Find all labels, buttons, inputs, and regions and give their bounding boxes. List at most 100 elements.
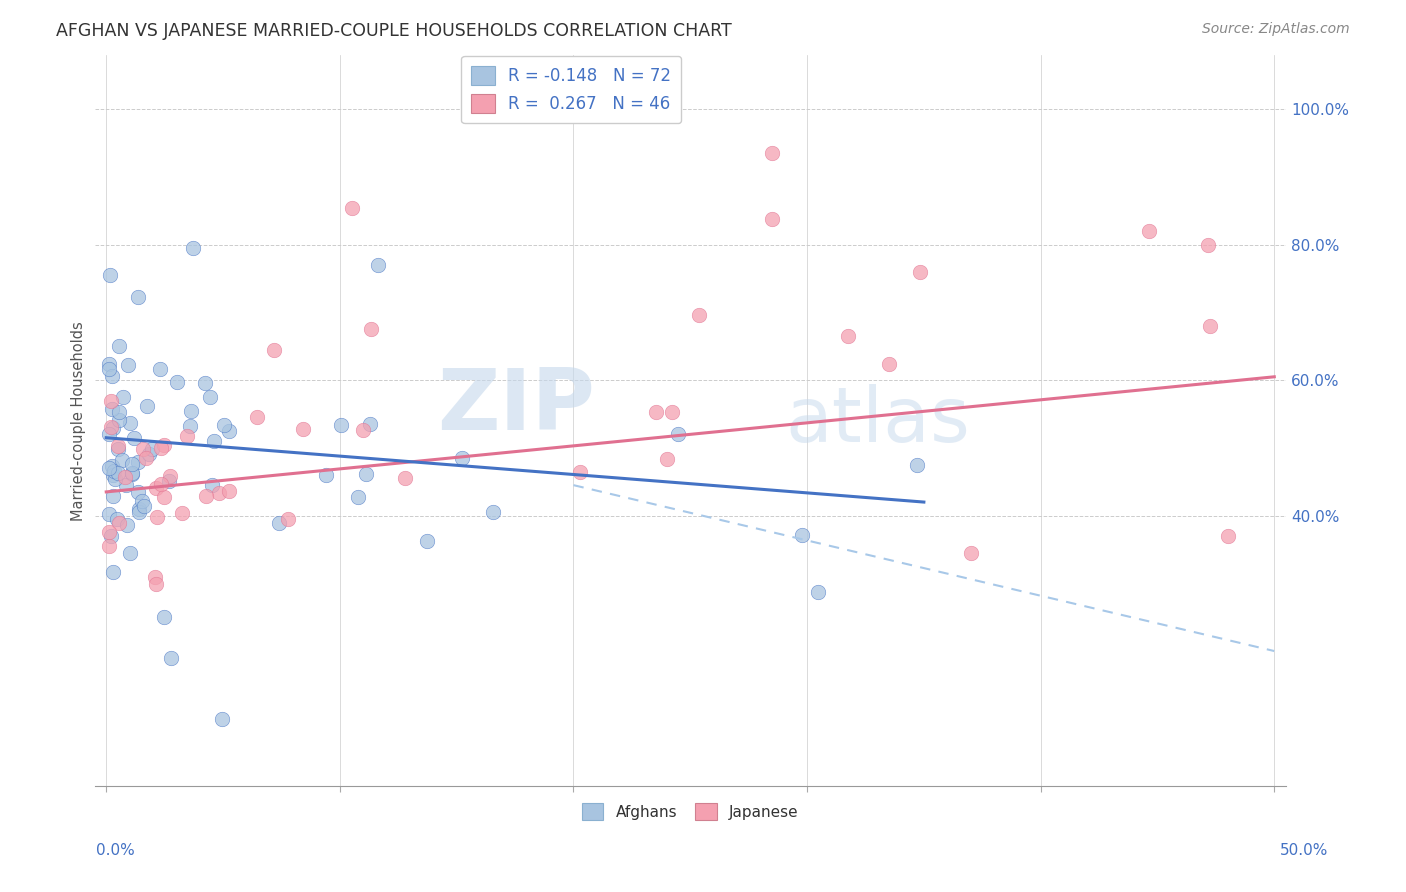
Text: Source: ZipAtlas.com: Source: ZipAtlas.com xyxy=(1202,22,1350,37)
Point xyxy=(127,485,149,500)
Point xyxy=(97,357,120,371)
Point xyxy=(97,524,120,539)
Point xyxy=(329,418,352,433)
Point xyxy=(208,485,231,500)
Point xyxy=(115,478,138,492)
Point xyxy=(100,394,122,409)
Point xyxy=(153,438,176,452)
Point xyxy=(877,357,900,371)
Text: atlas: atlas xyxy=(786,384,970,458)
Point xyxy=(121,467,143,481)
Point xyxy=(661,405,683,419)
Point xyxy=(114,470,136,484)
Point xyxy=(111,390,134,404)
Point xyxy=(761,212,783,227)
Point xyxy=(121,466,143,480)
Point xyxy=(200,390,222,404)
Point xyxy=(172,507,194,521)
Point xyxy=(211,712,233,726)
Point xyxy=(202,434,225,448)
Point xyxy=(569,465,592,479)
Point xyxy=(790,528,813,542)
Point xyxy=(645,405,668,419)
Point xyxy=(218,484,240,499)
Point xyxy=(135,399,157,413)
Point xyxy=(101,369,124,384)
Text: AFGHAN VS JAPANESE MARRIED-COUPLE HOUSEHOLDS CORRELATION CHART: AFGHAN VS JAPANESE MARRIED-COUPLE HOUSEH… xyxy=(56,22,733,40)
Point xyxy=(103,565,125,579)
Point xyxy=(103,464,125,478)
Point xyxy=(267,516,290,531)
Point xyxy=(120,417,142,431)
Point xyxy=(315,467,337,482)
Point xyxy=(150,442,173,456)
Point xyxy=(959,546,981,560)
Point xyxy=(101,420,124,434)
Point xyxy=(97,427,120,442)
Point xyxy=(127,455,149,469)
Point xyxy=(108,516,131,530)
Point xyxy=(107,439,129,453)
Point xyxy=(195,489,218,503)
Point xyxy=(134,500,156,514)
Point xyxy=(214,417,236,432)
Point xyxy=(138,447,160,461)
Point xyxy=(180,404,202,418)
Point xyxy=(153,610,176,624)
Point xyxy=(347,490,370,504)
Y-axis label: Married-couple Households: Married-couple Households xyxy=(72,321,86,521)
Point xyxy=(201,478,224,492)
Point xyxy=(132,442,155,457)
Point xyxy=(122,431,145,445)
Point xyxy=(1137,224,1160,238)
Point xyxy=(910,265,932,279)
Point xyxy=(105,512,128,526)
Point xyxy=(263,343,285,357)
Point xyxy=(340,201,363,215)
Point xyxy=(128,506,150,520)
Point xyxy=(111,452,134,467)
Point xyxy=(159,469,181,483)
Point xyxy=(100,402,122,417)
Point xyxy=(905,458,928,473)
Text: 0.0%: 0.0% xyxy=(96,843,135,858)
Text: 50.0%: 50.0% xyxy=(1281,843,1329,858)
Point xyxy=(100,419,122,434)
Point xyxy=(108,338,131,352)
Point xyxy=(104,472,127,486)
Point xyxy=(153,490,176,504)
Point xyxy=(277,511,299,525)
Point xyxy=(367,258,389,272)
Point xyxy=(688,308,710,322)
Point xyxy=(115,518,138,533)
Point xyxy=(146,510,169,524)
Point xyxy=(159,650,181,665)
Point xyxy=(157,475,180,489)
Point xyxy=(97,507,120,521)
Point xyxy=(134,451,156,466)
Point xyxy=(837,329,859,343)
Point xyxy=(145,481,167,495)
Point xyxy=(108,413,131,427)
Point xyxy=(108,404,131,418)
Point xyxy=(246,409,269,424)
Point xyxy=(194,376,217,390)
Point xyxy=(166,376,188,390)
Point xyxy=(761,146,783,161)
Point xyxy=(103,468,125,483)
Point xyxy=(183,241,205,255)
Point xyxy=(807,585,830,599)
Point xyxy=(107,466,129,480)
Point xyxy=(179,418,201,433)
Point xyxy=(97,362,120,376)
Point xyxy=(145,577,167,591)
Point xyxy=(1198,319,1220,334)
Point xyxy=(666,427,689,442)
Point xyxy=(291,422,314,436)
Point xyxy=(176,429,198,443)
Point xyxy=(655,451,678,466)
Point xyxy=(127,290,149,304)
Point xyxy=(218,424,240,438)
Point xyxy=(360,322,382,336)
Point xyxy=(131,494,153,508)
